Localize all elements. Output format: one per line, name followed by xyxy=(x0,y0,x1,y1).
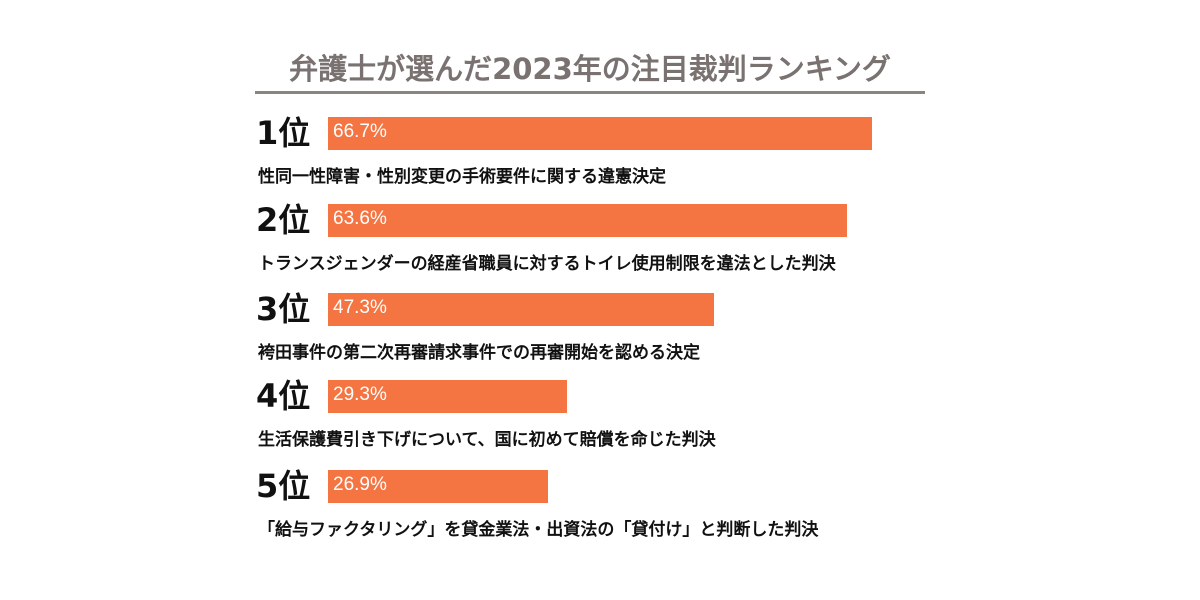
ranking-description: 「給与ファクタリング」を貸金業法・出資法の「貸付け」と判断した判決 xyxy=(258,520,819,540)
ranking-description: トランスジェンダーの経産省職員に対するトイレ使用制限を違法とした判決 xyxy=(258,254,836,274)
rank-label: 2位 xyxy=(256,201,311,239)
bar: 66.7% xyxy=(328,117,873,150)
ranking-description: 袴田事件の第二次再審請求事件での再審開始を認める決定 xyxy=(258,343,700,363)
bar-value-label: 29.3% xyxy=(333,384,387,405)
rank-label: 5位 xyxy=(256,467,311,505)
chart-title: 弁護士が選んだ2023年の注目裁判ランキング xyxy=(289,52,891,86)
bar: 47.3% xyxy=(328,293,714,326)
bar-value-label: 26.9% xyxy=(333,474,387,495)
bar: 63.6% xyxy=(328,204,847,237)
bar: 29.3% xyxy=(328,380,568,413)
bar: 26.9% xyxy=(328,470,548,503)
bar-value-label: 47.3% xyxy=(333,297,387,318)
title-underline xyxy=(255,91,925,94)
ranking-description: 性同一性障害・性別変更の手術要件に関する違憲決定 xyxy=(258,167,666,187)
bar-value-label: 63.6% xyxy=(333,208,387,229)
rank-label: 3位 xyxy=(256,290,311,328)
bar-value-label: 66.7% xyxy=(333,121,387,142)
rank-label: 1位 xyxy=(256,114,311,152)
rank-label: 4位 xyxy=(256,377,311,415)
ranking-description: 生活保護費引き下げについて、国に初めて賠償を命じた判決 xyxy=(258,430,716,450)
